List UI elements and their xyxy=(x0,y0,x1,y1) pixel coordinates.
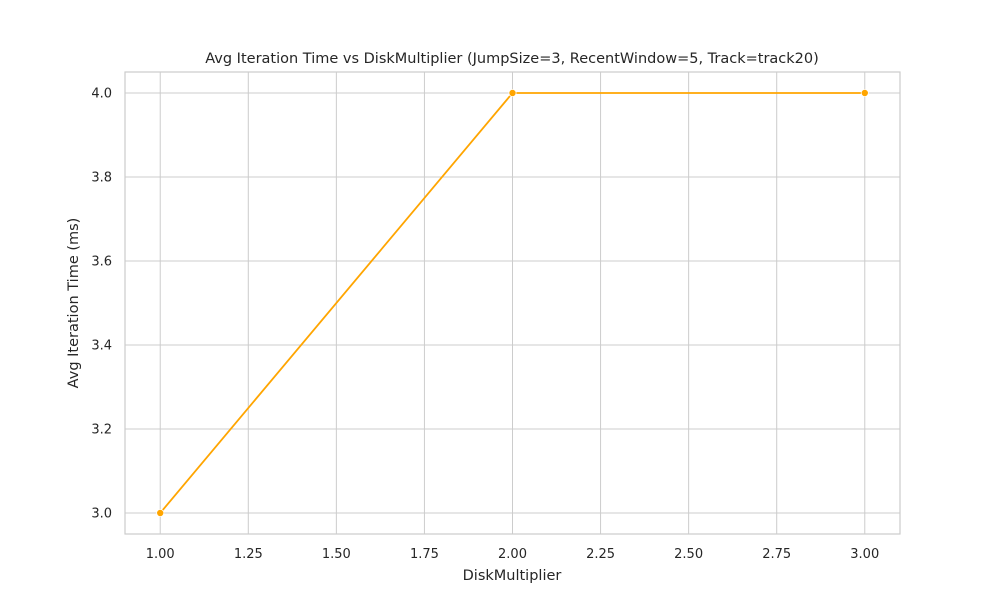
y-axis-label: Avg Iteration Time (ms) xyxy=(66,218,82,389)
chart-title: Avg Iteration Time vs DiskMultiplier (Ju… xyxy=(205,51,819,67)
data-point xyxy=(860,89,869,98)
y-tick-label: 3.8 xyxy=(91,171,112,186)
series-layer xyxy=(156,89,869,517)
y-tick-label: 3.0 xyxy=(91,507,112,522)
x-tick-label: 3.00 xyxy=(850,547,879,562)
x-tick-label: 2.25 xyxy=(586,547,615,562)
x-axis-label: DiskMultiplier xyxy=(463,568,562,584)
y-axis-ticks: 3.0 3.2 3.4 3.6 3.8 4.0 xyxy=(91,87,112,522)
x-axis-ticks: 1.00 1.25 1.50 1.75 2.00 2.25 2.50 2.75 3.00 xyxy=(146,547,879,562)
y-tick-label: 3.4 xyxy=(91,339,112,354)
grid xyxy=(125,72,900,534)
x-tick-label: 1.25 xyxy=(234,547,263,562)
y-tick-label: 4.0 xyxy=(91,87,112,102)
y-tick-label: 3.2 xyxy=(91,423,112,438)
x-tick-label: 1.75 xyxy=(410,547,439,562)
data-point xyxy=(508,89,517,98)
x-tick-label: 1.00 xyxy=(146,547,175,562)
x-tick-label: 1.50 xyxy=(322,547,351,562)
x-tick-label: 2.75 xyxy=(762,547,791,562)
data-point xyxy=(156,508,165,517)
plot-frame xyxy=(124,71,901,535)
x-tick-label: 2.50 xyxy=(674,547,703,562)
y-tick-label: 3.6 xyxy=(91,255,112,270)
x-tick-label: 2.00 xyxy=(498,547,527,562)
